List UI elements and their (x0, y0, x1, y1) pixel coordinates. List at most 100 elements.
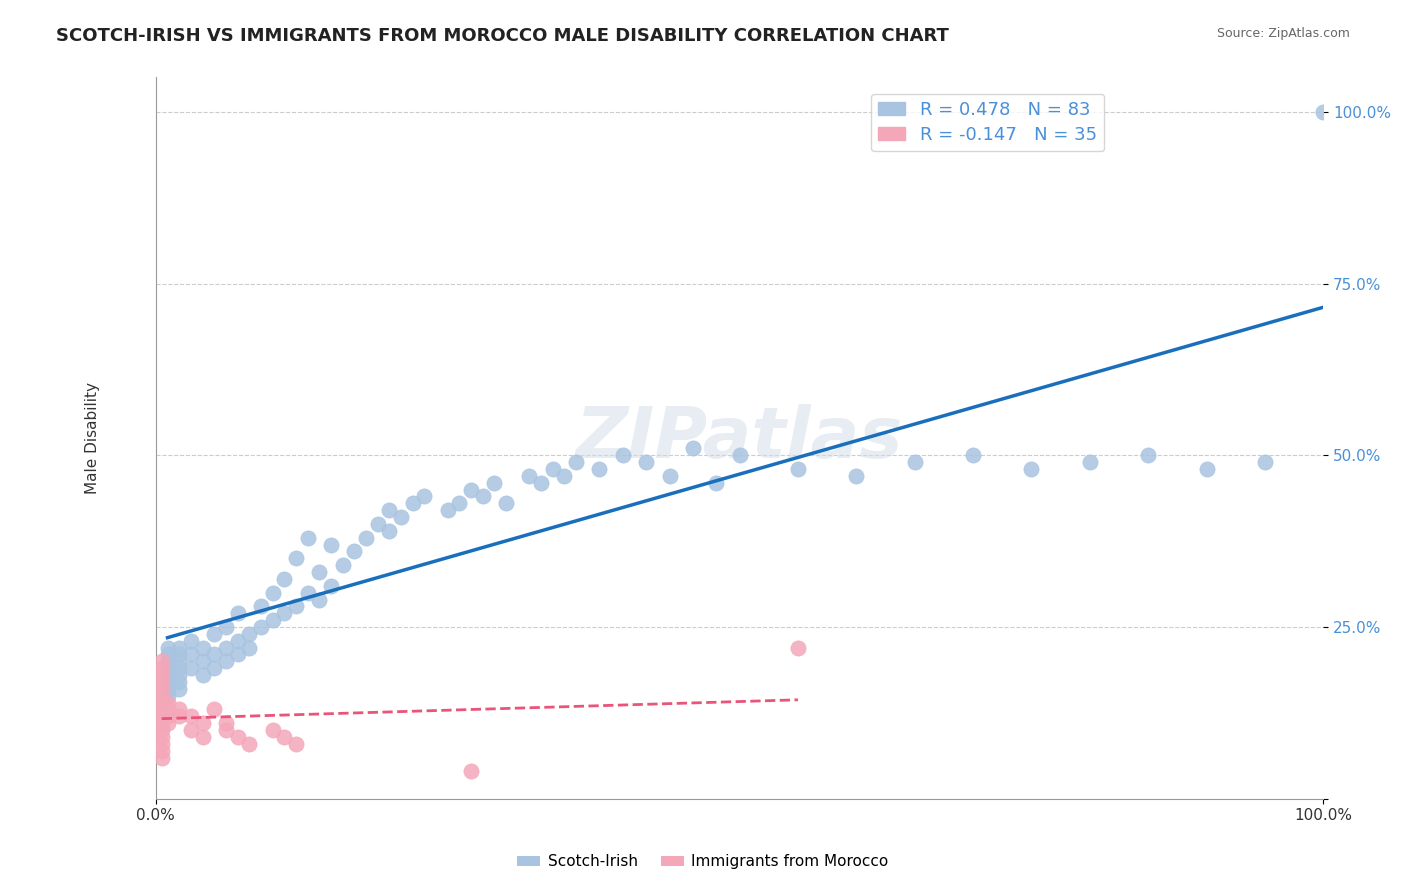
Point (297, 531, 319, 545)
Point (167, 668, 190, 682)
Point (180, 661, 202, 675)
Point (167, 709, 190, 723)
Point (202, 627, 225, 641)
Point (612, 448, 634, 462)
Point (167, 661, 190, 675)
Point (180, 709, 202, 723)
Point (215, 723, 238, 737)
Point (191, 654, 214, 668)
Point (636, 455, 658, 469)
Point (273, 730, 295, 744)
Point (273, 572, 295, 586)
Point (1078, 455, 1101, 469)
Point (156, 716, 179, 731)
Point (156, 668, 179, 682)
Point (284, 737, 307, 751)
Point (191, 716, 214, 731)
Point (250, 599, 273, 614)
Point (553, 469, 575, 483)
Point (787, 462, 810, 476)
Point (226, 730, 249, 744)
Point (1312, 104, 1334, 119)
Point (389, 510, 412, 524)
Point (413, 490, 436, 504)
Point (484, 475, 506, 490)
Point (378, 503, 401, 517)
Text: ZIPatlas: ZIPatlas (576, 403, 903, 473)
Point (273, 607, 295, 621)
Point (565, 455, 588, 469)
Point (150, 668, 173, 682)
Point (150, 689, 173, 703)
Point (238, 640, 260, 655)
Point (180, 633, 202, 648)
Point (202, 702, 225, 716)
Point (156, 675, 179, 690)
Point (530, 475, 553, 490)
Point (156, 661, 179, 675)
Point (436, 503, 458, 517)
Point (202, 661, 225, 675)
Point (156, 648, 179, 662)
Point (150, 661, 173, 675)
Point (156, 696, 179, 710)
Point (1254, 455, 1277, 469)
Point (150, 730, 173, 744)
Point (367, 516, 389, 531)
Point (156, 681, 179, 696)
Point (449, 496, 471, 510)
Point (167, 640, 190, 655)
Point (191, 640, 214, 655)
Point (495, 496, 517, 510)
Point (156, 640, 179, 655)
Point (156, 654, 179, 668)
Point (308, 592, 330, 607)
Point (202, 648, 225, 662)
Point (319, 538, 342, 552)
Point (156, 702, 179, 716)
Text: Source: ZipAtlas.com: Source: ZipAtlas.com (1216, 27, 1350, 40)
Point (150, 696, 173, 710)
Point (904, 455, 927, 469)
Point (156, 709, 179, 723)
Point (308, 565, 330, 579)
Point (150, 716, 173, 731)
Point (191, 668, 214, 682)
Point (226, 607, 249, 621)
Point (343, 544, 366, 558)
Point (167, 648, 190, 662)
Point (215, 716, 238, 731)
Point (319, 579, 342, 593)
Point (519, 469, 541, 483)
Point (332, 558, 354, 573)
Point (150, 702, 173, 716)
Point (180, 723, 202, 737)
Point (150, 737, 173, 751)
Point (215, 640, 238, 655)
Point (167, 654, 190, 668)
Point (460, 483, 482, 497)
Point (150, 681, 173, 696)
Point (150, 723, 173, 737)
Point (588, 462, 610, 476)
Point (226, 633, 249, 648)
Point (541, 462, 564, 476)
Point (1195, 462, 1218, 476)
Point (262, 723, 284, 737)
Point (150, 675, 173, 690)
Point (284, 599, 307, 614)
Text: SCOTCH-IRISH VS IMMIGRANTS FROM MOROCCO MALE DISABILITY CORRELATION CHART: SCOTCH-IRISH VS IMMIGRANTS FROM MOROCCO … (56, 27, 949, 45)
Point (167, 675, 190, 690)
Point (787, 640, 810, 655)
Point (471, 490, 494, 504)
Point (845, 469, 868, 483)
Point (238, 737, 260, 751)
Point (1021, 462, 1043, 476)
Point (728, 448, 751, 462)
Point (150, 709, 173, 723)
Point (180, 648, 202, 662)
Point (460, 764, 482, 779)
Point (262, 613, 284, 627)
Point (150, 744, 173, 758)
Point (215, 654, 238, 668)
